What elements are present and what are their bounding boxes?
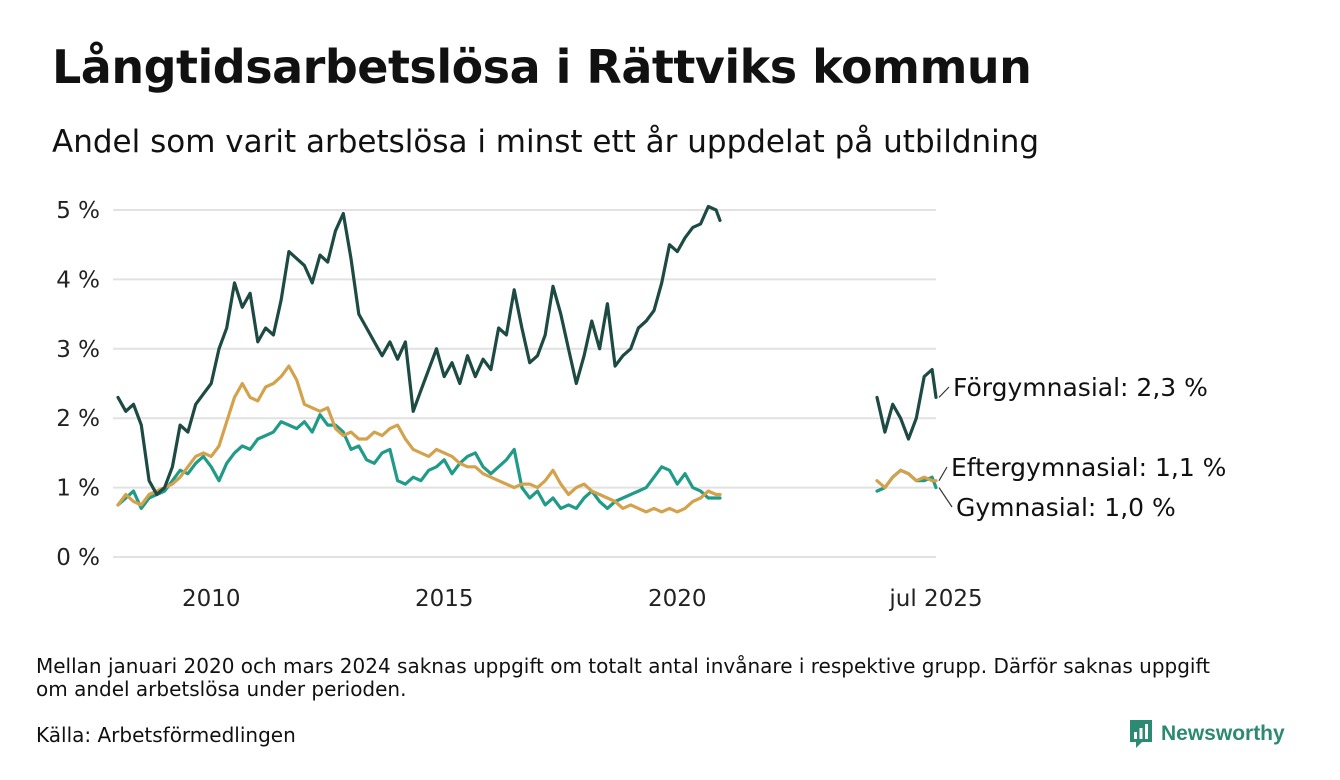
- series-line-gymnasial: [116, 413, 722, 510]
- y-axis: 0 % 1 % 2 % 3 % 4 % 5 %: [56, 198, 100, 571]
- series-lines: [116, 204, 938, 514]
- gridlines: [113, 209, 936, 558]
- y-tick-label: 1 %: [56, 476, 100, 502]
- series-end-labels: Förgymnasial: 2,3 % Eftergymnasial: 1,1 %…: [938, 373, 1226, 522]
- label-leader-line: [938, 386, 950, 398]
- newsworthy-logo-text: Newsworthy: [1161, 722, 1285, 745]
- series-end-label: Förgymnasial: 2,3 %: [953, 373, 1208, 402]
- series-line-förgymnasial: [116, 204, 722, 497]
- x-tick-label: 2010: [182, 586, 241, 612]
- series-end-label: Eftergymnasial: 1,1 %: [951, 453, 1226, 482]
- series-line-förgymnasial: [875, 368, 938, 441]
- series-end-label: Gymnasial: 1,0 %: [956, 493, 1176, 522]
- series-line-eftergymnasial: [116, 364, 722, 514]
- label-leader-line: [938, 466, 948, 481]
- line-chart: 0 %1 %2 %3 %4 %5 % 2010 2015 2020 jul 2025 …: [56, 198, 1226, 612]
- chart-footnote: Mellan januari 2020 och mars 2024 saknas…: [36, 654, 1211, 701]
- y-tick-label: 5 %: [56, 198, 100, 224]
- x-axis: 2010 2015 2020 jul 2025: [182, 586, 983, 612]
- y-tick-label: 2 %: [56, 406, 100, 432]
- x-tick-label: 2020: [648, 586, 707, 612]
- chart-subtitle: Andel som varit arbetslösa i minst ett å…: [52, 124, 1040, 160]
- newsworthy-logo[interactable]: Newsworthy: [1128, 718, 1285, 750]
- y-tick-label: 4 %: [56, 267, 100, 293]
- series-line-eftergymnasial: [875, 468, 938, 490]
- y-tick-label: 3 %: [56, 337, 100, 363]
- x-tick-label: 2015: [415, 586, 474, 612]
- chart-title: Långtidsarbetslösa i Rättviks kommun: [52, 40, 1032, 94]
- chart-source: Källa: Arbetsförmedlingen: [36, 723, 296, 747]
- label-leader-line: [938, 487, 953, 508]
- newsworthy-logo-icon: [1130, 720, 1152, 748]
- x-tick-label: jul 2025: [888, 586, 982, 612]
- y-tick-label: 0 %: [56, 545, 100, 571]
